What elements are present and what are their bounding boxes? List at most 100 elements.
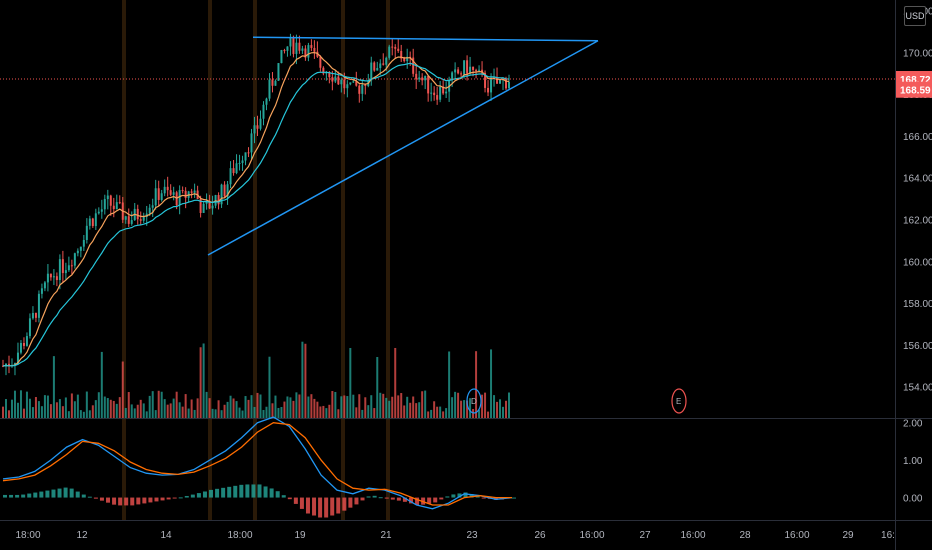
macd-tick-label: 0.00 [903, 494, 923, 505]
macd-histogram-bar [239, 484, 244, 498]
macd-histogram-bar [9, 494, 14, 498]
volume-bar [394, 347, 397, 418]
candle-body [505, 79, 508, 89]
macd-histogram-bar [63, 487, 68, 498]
macd-histogram-bar [263, 486, 268, 498]
macd-histogram-bar [136, 497, 141, 505]
volume-bar [502, 406, 505, 418]
candle-body [190, 191, 193, 193]
candle-body [460, 73, 463, 75]
time-tick-label: 29 [842, 530, 854, 541]
event-marker-label: D [471, 397, 477, 406]
candle-body [469, 66, 472, 74]
candle-body [490, 78, 493, 93]
candle-body [61, 259, 64, 274]
macd-histogram-bar [342, 497, 347, 511]
volume-bar [385, 397, 388, 418]
macd-histogram-bar [433, 497, 438, 503]
volume-bar [283, 401, 286, 418]
candle-body [64, 270, 67, 274]
event-marker [466, 388, 482, 414]
time-tick-label: 27 [639, 530, 651, 541]
macd-histogram-bar [39, 491, 44, 498]
volume-bar [208, 398, 211, 418]
volume-bar [499, 399, 502, 418]
candle-body [55, 276, 58, 281]
macd-histogram-bar [372, 495, 377, 498]
volume-bar [139, 399, 142, 418]
macd-histogram-bar [166, 497, 171, 500]
candle-body [292, 36, 295, 54]
macd-histogram-bar [184, 495, 189, 498]
candle-body [43, 282, 46, 289]
volume-bar [217, 400, 220, 418]
macd-histogram-bar [366, 496, 371, 498]
volume-bar [199, 347, 202, 418]
session-stripe [341, 0, 345, 520]
event-marker-label: E [676, 397, 681, 406]
candle-body [322, 67, 325, 74]
macd-histogram-bar [45, 490, 50, 498]
volume-bar [328, 404, 331, 418]
candle-body [286, 46, 289, 51]
volume-bar [277, 407, 280, 418]
volume-bar [133, 408, 136, 418]
volume-bar [316, 401, 319, 418]
volume-bar [484, 392, 487, 418]
volume-bar [61, 406, 64, 418]
candle-body [178, 190, 181, 206]
candle-body [274, 80, 277, 86]
volume-bar [262, 409, 265, 418]
macd-histogram-bar [408, 497, 413, 504]
currency-button[interactable]: USD [904, 6, 926, 26]
volume-bar [361, 409, 364, 418]
candle-body [364, 84, 367, 86]
candle-body [313, 47, 316, 52]
candle-body [85, 225, 88, 240]
candle-body [331, 77, 334, 82]
candle-body [79, 246, 82, 251]
volume-bar [322, 405, 325, 418]
time-tick-label: 16:00 [579, 530, 604, 541]
signal-line [2, 422, 512, 506]
volume-bar [142, 403, 145, 418]
macd-histogram-bar [463, 492, 468, 498]
candle-body [241, 160, 244, 163]
macd-histogram-bar [27, 493, 32, 498]
volume-bar [295, 392, 298, 418]
macd-histogram-bar [57, 488, 62, 498]
candle-body [58, 259, 61, 281]
volume-bar [298, 394, 301, 418]
candle-body [235, 163, 238, 174]
candle-body [154, 188, 157, 206]
macd-histogram-bar [190, 494, 195, 498]
volume-bar [496, 401, 499, 418]
session-stripe [253, 0, 257, 520]
candle-body [97, 211, 100, 214]
volume-bar [127, 392, 130, 418]
candle-body [472, 66, 475, 70]
last-price-label: 168.72 [900, 75, 931, 86]
volume-bar [280, 407, 283, 418]
volume-bar [478, 409, 481, 418]
volume-bar [184, 394, 187, 418]
candle-body [139, 219, 142, 221]
volume-bar [508, 392, 511, 418]
macd-histogram-bar [257, 484, 262, 498]
candle-body [163, 186, 166, 194]
volume-bar [355, 407, 358, 418]
volume-bar [151, 391, 154, 418]
macd-histogram-bar [245, 484, 250, 498]
volume-bar [229, 395, 232, 418]
volume-bar [34, 397, 37, 418]
volume-bar [391, 396, 394, 418]
price-tick-label: 162.00 [903, 215, 932, 226]
candle-body [280, 50, 283, 64]
volume-bar [373, 408, 376, 418]
macd-histogram-bar [142, 497, 147, 504]
macd-histogram-bar [275, 491, 280, 498]
macd-histogram-bar [457, 493, 462, 498]
volume-bar [451, 397, 454, 418]
candle-body [199, 198, 202, 213]
